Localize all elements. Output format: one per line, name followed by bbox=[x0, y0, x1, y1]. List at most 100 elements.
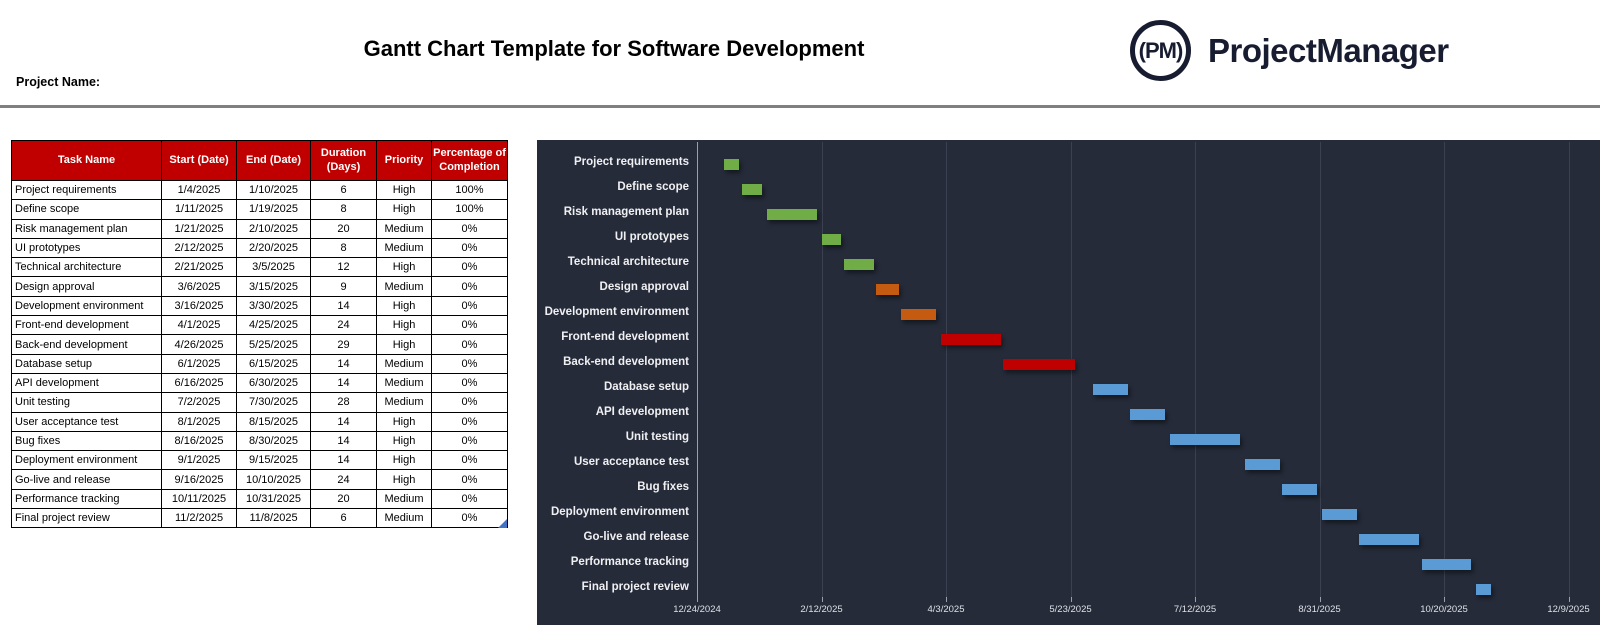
cell-end[interactable]: 10/10/2025 bbox=[236, 469, 311, 490]
cell-duration[interactable]: 20 bbox=[310, 488, 377, 510]
cell-completion[interactable]: 0% bbox=[431, 430, 508, 452]
cell-completion[interactable]: 0% bbox=[431, 411, 508, 432]
column-header-start-date-[interactable]: Start (Date) bbox=[161, 140, 237, 181]
gantt-bar[interactable] bbox=[724, 158, 740, 170]
cell-start[interactable]: 4/26/2025 bbox=[161, 334, 237, 355]
cell-duration[interactable]: 14 bbox=[310, 450, 377, 471]
gantt-bar[interactable] bbox=[741, 183, 762, 195]
column-header-task-name[interactable]: Task Name bbox=[11, 140, 162, 181]
cell-task[interactable]: UI prototypes bbox=[11, 237, 162, 259]
cell-end[interactable]: 1/10/2025 bbox=[236, 179, 311, 201]
task-table[interactable]: Task Name Start (Date) End (Date) Duration … bbox=[11, 140, 508, 529]
cell-duration[interactable]: 29 bbox=[310, 334, 377, 355]
cell-priority[interactable]: High bbox=[376, 179, 432, 201]
column-header-priority[interactable]: Priority bbox=[376, 140, 432, 181]
cell-completion[interactable]: 0% bbox=[431, 276, 508, 297]
cell-task[interactable]: Performance tracking bbox=[11, 488, 162, 510]
cell-priority[interactable]: Medium bbox=[376, 237, 432, 259]
cell-duration[interactable]: 14 bbox=[310, 430, 377, 452]
gantt-bar[interactable] bbox=[1130, 408, 1166, 420]
cell-completion[interactable]: 0% bbox=[431, 295, 508, 317]
cell-completion[interactable]: 0% bbox=[431, 488, 508, 510]
cell-completion[interactable]: 0% bbox=[431, 257, 508, 278]
cell-duration[interactable]: 28 bbox=[310, 392, 377, 413]
cell-start[interactable]: 1/11/2025 bbox=[161, 199, 237, 220]
cell-completion[interactable]: 0% bbox=[431, 237, 508, 259]
cell-priority[interactable]: Medium bbox=[376, 508, 432, 529]
cell-start[interactable]: 6/1/2025 bbox=[161, 353, 237, 374]
cell-priority[interactable]: High bbox=[376, 257, 432, 278]
cell-priority[interactable]: High bbox=[376, 430, 432, 452]
cell-start[interactable]: 2/12/2025 bbox=[161, 237, 237, 259]
cell-completion[interactable]: 0% bbox=[431, 450, 508, 471]
gantt-bar[interactable] bbox=[1170, 433, 1240, 445]
cell-completion[interactable]: 0% bbox=[431, 334, 508, 355]
cell-start[interactable]: 6/16/2025 bbox=[161, 372, 237, 394]
cell-start[interactable]: 8/16/2025 bbox=[161, 430, 237, 452]
cell-end[interactable]: 4/25/2025 bbox=[236, 315, 311, 336]
gantt-bar[interactable] bbox=[1282, 483, 1317, 495]
gantt-bar[interactable] bbox=[876, 283, 899, 295]
cell-end[interactable]: 1/19/2025 bbox=[236, 199, 311, 220]
cell-start[interactable]: 9/1/2025 bbox=[161, 450, 237, 471]
cell-end[interactable]: 9/15/2025 bbox=[236, 450, 311, 471]
cell-task[interactable]: Deployment environment bbox=[11, 450, 162, 471]
cell-completion[interactable]: 0% bbox=[431, 392, 508, 413]
cell-priority[interactable]: Medium bbox=[376, 392, 432, 413]
cell-end[interactable]: 11/8/2025 bbox=[236, 508, 311, 529]
gantt-bar[interactable] bbox=[1476, 583, 1492, 595]
cell-task[interactable]: Database setup bbox=[11, 353, 162, 374]
cell-duration[interactable]: 12 bbox=[310, 257, 377, 278]
cell-priority[interactable]: High bbox=[376, 469, 432, 490]
cell-end[interactable]: 8/30/2025 bbox=[236, 430, 311, 452]
cell-task[interactable]: Project requirements bbox=[11, 179, 162, 201]
gantt-bar[interactable] bbox=[941, 333, 1001, 345]
cell-priority[interactable]: Medium bbox=[376, 276, 432, 297]
cell-task[interactable]: Front-end development bbox=[11, 315, 162, 336]
cell-completion[interactable]: 0% bbox=[431, 353, 508, 374]
cell-end[interactable]: 8/15/2025 bbox=[236, 411, 311, 432]
gantt-bar[interactable] bbox=[1421, 558, 1472, 570]
gantt-bar[interactable] bbox=[821, 233, 842, 245]
cell-priority[interactable]: Medium bbox=[376, 488, 432, 510]
cell-completion[interactable]: 100% bbox=[431, 199, 508, 220]
column-header-duration-days-[interactable]: Duration (Days) bbox=[310, 140, 377, 181]
cell-duration[interactable]: 8 bbox=[310, 237, 377, 259]
cell-start[interactable]: 2/21/2025 bbox=[161, 257, 237, 278]
gantt-bar[interactable] bbox=[901, 308, 937, 320]
cell-duration[interactable]: 14 bbox=[310, 353, 377, 374]
cell-duration[interactable]: 14 bbox=[310, 295, 377, 317]
cell-task[interactable]: API development bbox=[11, 372, 162, 394]
cell-task[interactable]: Back-end development bbox=[11, 334, 162, 355]
gantt-bar[interactable] bbox=[1092, 383, 1128, 395]
cell-completion[interactable]: 0% bbox=[431, 469, 508, 490]
cell-priority[interactable]: Medium bbox=[376, 218, 432, 239]
cell-task[interactable]: Design approval bbox=[11, 276, 162, 297]
cell-completion[interactable]: 0% bbox=[431, 372, 508, 394]
cell-start[interactable]: 9/16/2025 bbox=[161, 469, 237, 490]
cell-duration[interactable]: 20 bbox=[310, 218, 377, 239]
cell-duration[interactable]: 24 bbox=[310, 315, 377, 336]
cell-task[interactable]: Bug fixes bbox=[11, 430, 162, 452]
cell-priority[interactable]: High bbox=[376, 411, 432, 432]
cell-end[interactable]: 10/31/2025 bbox=[236, 488, 311, 510]
gantt-bar[interactable] bbox=[1003, 358, 1076, 370]
cell-end[interactable]: 5/25/2025 bbox=[236, 334, 311, 355]
cell-start[interactable]: 1/21/2025 bbox=[161, 218, 237, 239]
cell-duration[interactable]: 9 bbox=[310, 276, 377, 297]
column-header-percentage-of-completion[interactable]: Percentage of Completion bbox=[431, 140, 508, 181]
cell-start[interactable]: 3/16/2025 bbox=[161, 295, 237, 317]
cell-task[interactable]: Define scope bbox=[11, 199, 162, 220]
cell-end[interactable]: 3/5/2025 bbox=[236, 257, 311, 278]
cell-completion[interactable]: 0% bbox=[431, 508, 508, 529]
table-corner-handle[interactable] bbox=[498, 519, 507, 528]
gantt-bar[interactable] bbox=[766, 208, 817, 220]
cell-start[interactable]: 7/2/2025 bbox=[161, 392, 237, 413]
cell-task[interactable]: Technical architecture bbox=[11, 257, 162, 278]
cell-task[interactable]: Go-live and release bbox=[11, 469, 162, 490]
gantt-bar[interactable] bbox=[1359, 533, 1420, 545]
gantt-bar[interactable] bbox=[1321, 508, 1357, 520]
cell-start[interactable]: 10/11/2025 bbox=[161, 488, 237, 510]
cell-priority[interactable]: High bbox=[376, 295, 432, 317]
cell-end[interactable]: 7/30/2025 bbox=[236, 392, 311, 413]
